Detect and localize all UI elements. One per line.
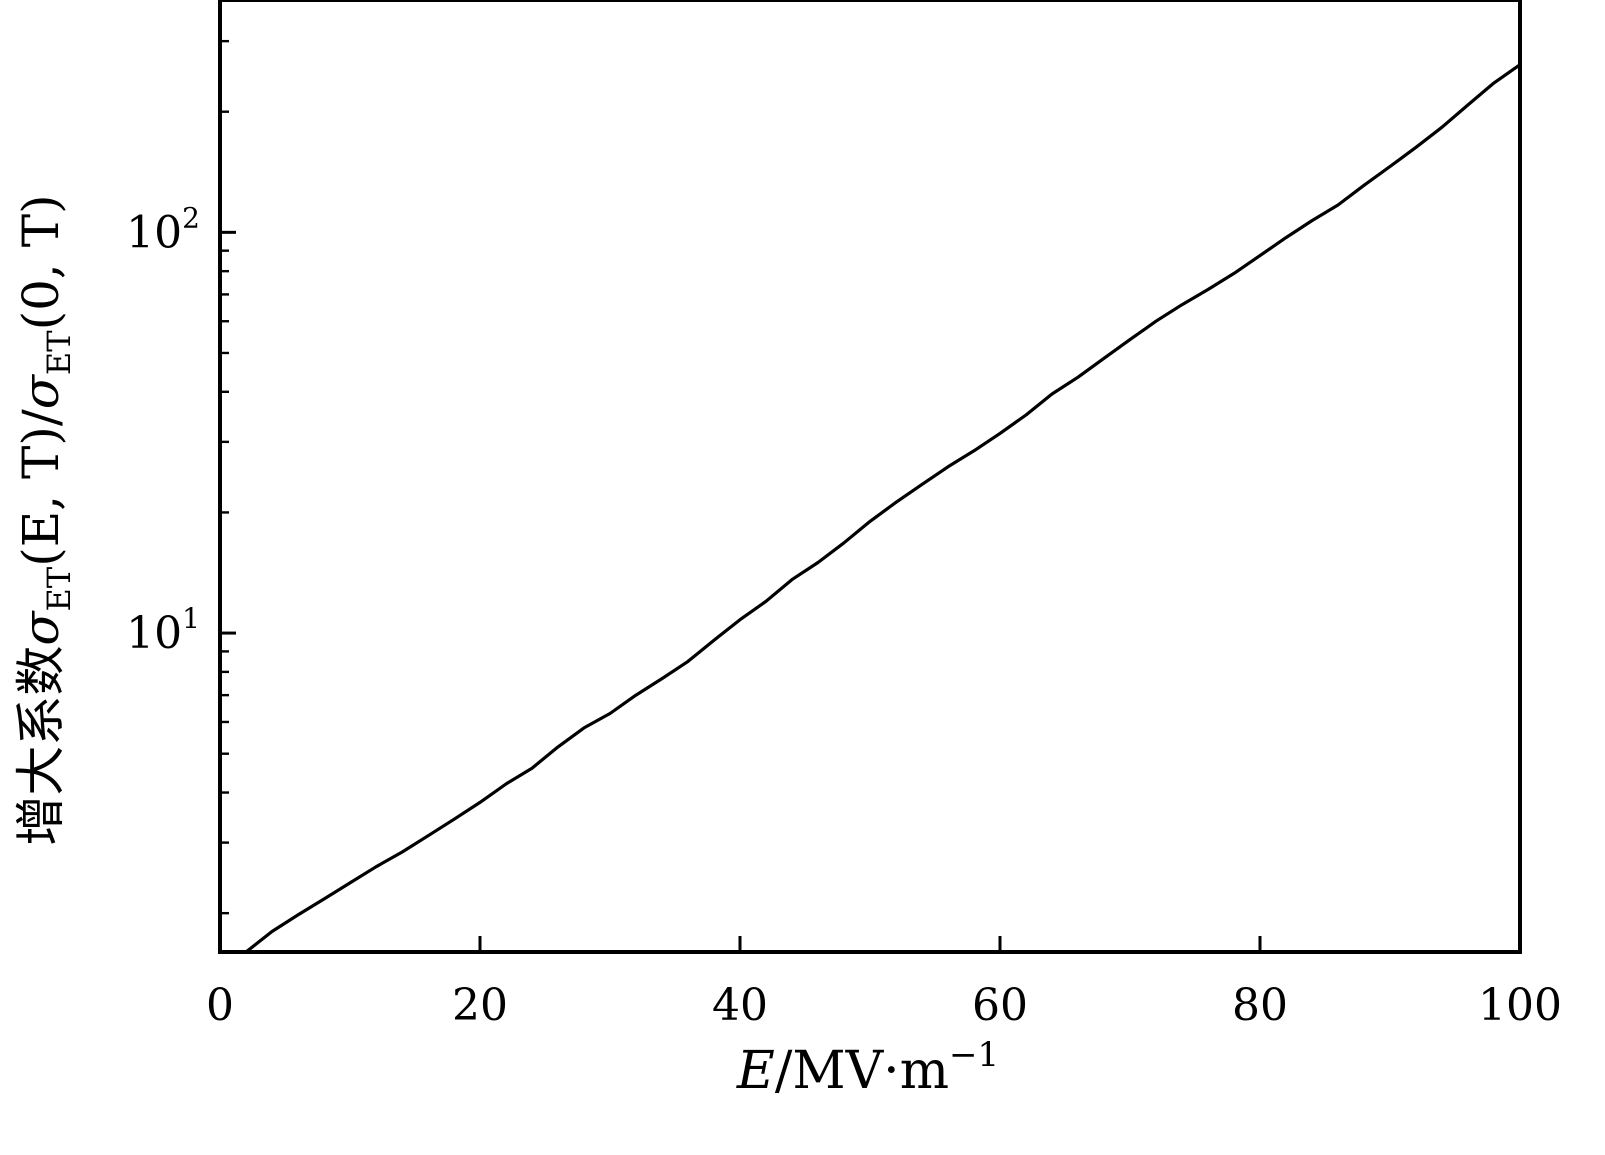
x-tick-label: 60 — [972, 980, 1028, 1031]
series-line — [245, 63, 1521, 954]
x-tick-labels: 0 20 40 60 80 100 — [206, 980, 1562, 1031]
x-tick-label: 100 — [1478, 980, 1562, 1031]
x-axis-label: E/MV·m−1 — [736, 1035, 999, 1101]
y-tick-label: 101 — [126, 602, 200, 659]
x-tick-label: 40 — [712, 980, 768, 1031]
x-tick-label: 80 — [1232, 980, 1288, 1031]
x-tick-label: 20 — [452, 980, 508, 1031]
y-axis-label: 增大系数σET(E, T)/σET(0, T) — [12, 194, 78, 845]
y-tick-label: 102 — [126, 201, 200, 258]
ticks-layer — [220, 39, 1262, 952]
x-tick-label: 0 — [206, 980, 234, 1031]
plot-frame — [218, 0, 1522, 954]
y-tick-labels: 101 102 — [126, 201, 200, 659]
series-layer — [245, 63, 1521, 954]
